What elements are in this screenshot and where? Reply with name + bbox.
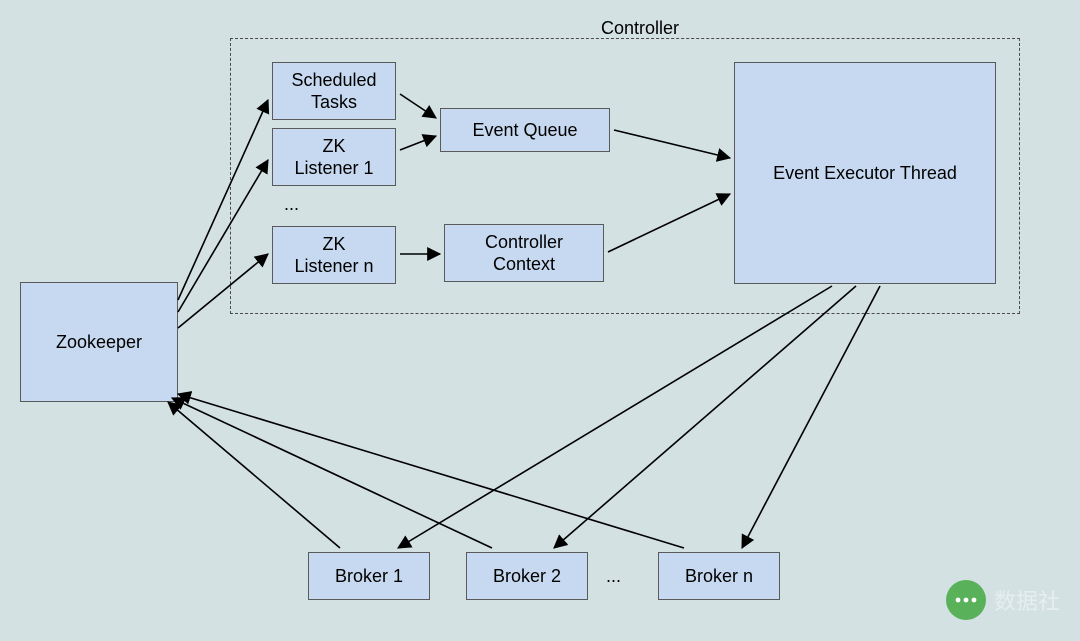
dots-icon <box>954 596 978 604</box>
node-broker-n: Broker n <box>658 552 780 600</box>
node-zk-listener-1: ZK Listener 1 <box>272 128 396 186</box>
node-zk-listener-n: ZK Listener n <box>272 226 396 284</box>
node-broker-1: Broker 1 <box>308 552 430 600</box>
chat-bubble-icon <box>946 580 986 620</box>
node-controller-ctx: Controller Context <box>444 224 604 282</box>
node-event-queue: Event Queue <box>440 108 610 152</box>
ellipsis-brokers: ... <box>606 566 646 587</box>
watermark-text: 数据社 <box>994 584 1060 616</box>
controller-label: Controller <box>580 18 700 39</box>
diagram-canvas: Controller Zookeeper Scheduled Tasks ZK … <box>0 0 1080 641</box>
node-zookeeper: Zookeeper <box>20 282 178 402</box>
node-scheduled-tasks: Scheduled Tasks <box>272 62 396 120</box>
watermark: 数据社 <box>946 580 1060 620</box>
ellipsis-listeners: ... <box>284 194 324 215</box>
node-broker-2: Broker 2 <box>466 552 588 600</box>
node-event-executor: Event Executor Thread <box>734 62 996 284</box>
